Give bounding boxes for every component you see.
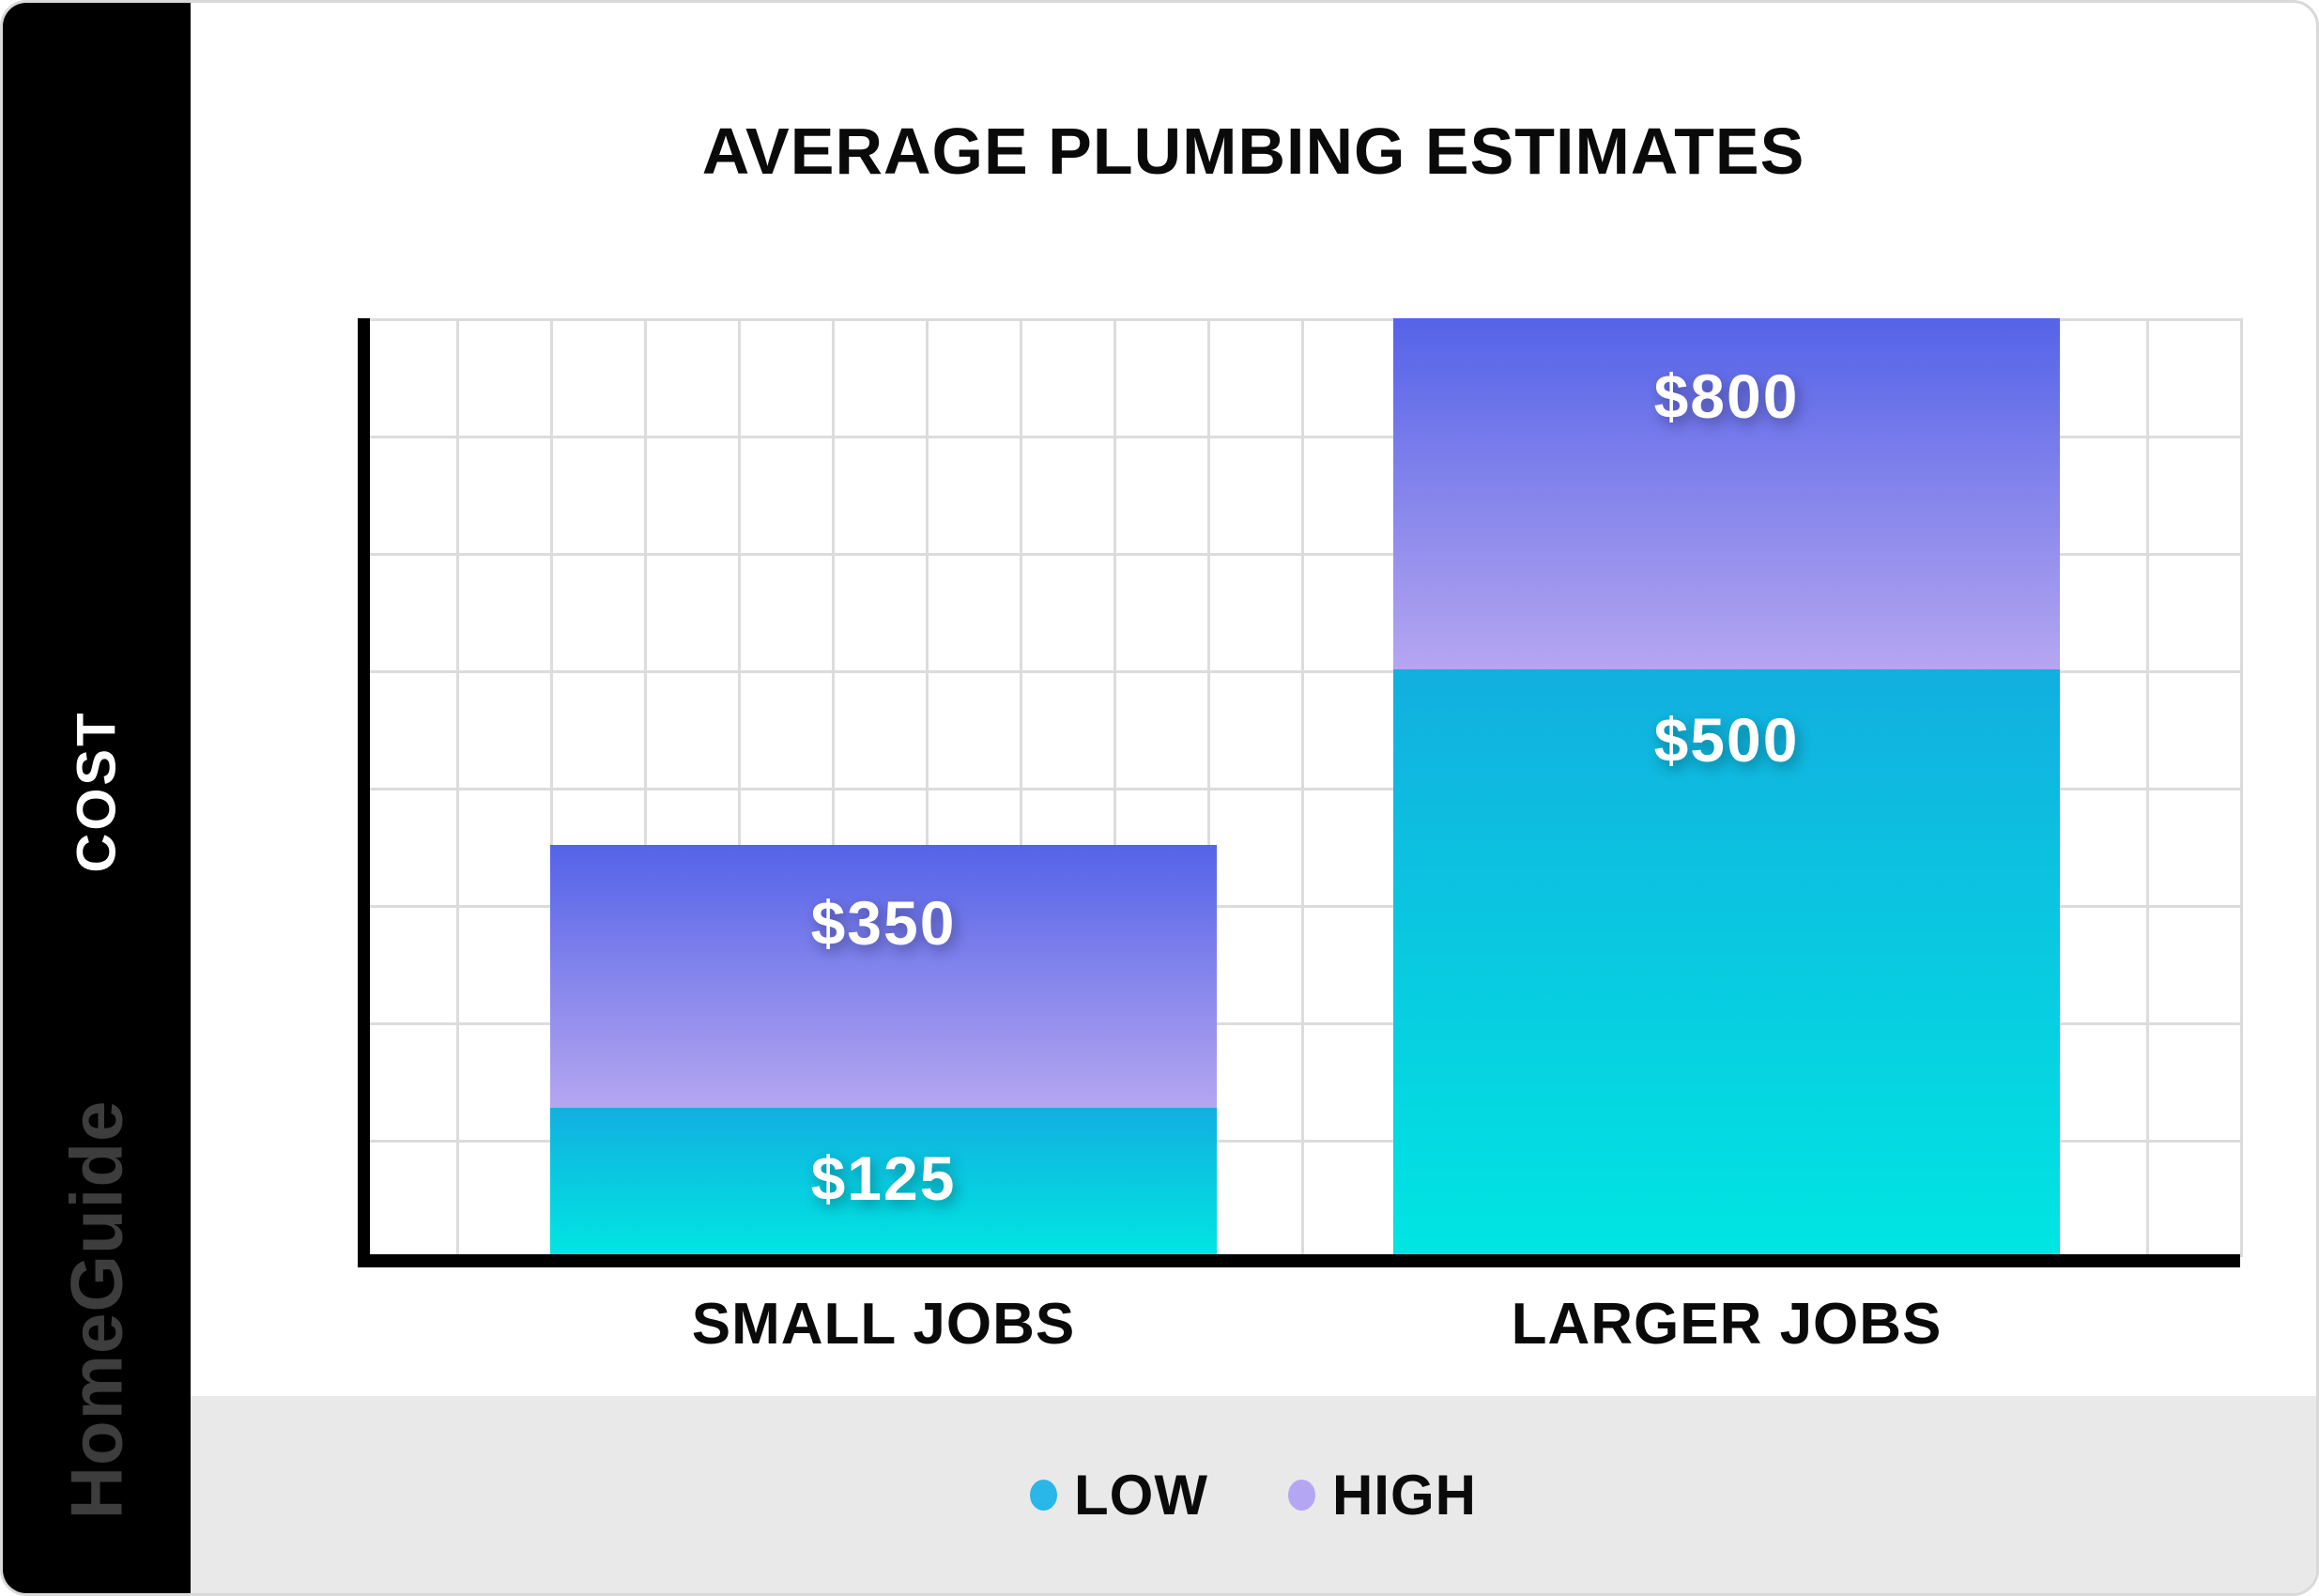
y-axis-title: COST <box>66 710 128 873</box>
y-axis-line <box>358 318 370 1267</box>
legend: LOW HIGH <box>1030 1463 1477 1527</box>
bar-0-low-value-label: $125 <box>810 1143 957 1214</box>
bar-0-high-segment: $350 <box>550 844 1217 1109</box>
bar-0-low-segment: $125 <box>550 1108 1217 1254</box>
bar-0-high-value-label: $350 <box>810 887 957 958</box>
bar-1-high-segment: $800 <box>1393 318 2060 669</box>
x-label-larger-jobs: LARGER JOBS <box>1511 1292 1943 1357</box>
brand-logo: HomeGuide <box>54 1099 138 1520</box>
bar-1-high-value-label: $800 <box>1653 361 1800 431</box>
low-dot-icon <box>1030 1479 1058 1511</box>
bar-1-low-value-label: $500 <box>1653 704 1800 775</box>
chart-title: AVERAGE PLUMBING ESTIMATES <box>701 115 1805 188</box>
legend-label-low: LOW <box>1074 1463 1208 1527</box>
legend-item-high: HIGH <box>1287 1463 1477 1527</box>
legend-footer: LOW HIGH <box>191 1396 2316 1593</box>
legend-item-low: LOW <box>1030 1463 1208 1527</box>
x-label-small-jobs: SMALL JOBS <box>691 1292 1076 1357</box>
x-axis-line <box>358 1254 2240 1267</box>
sidebar: COST HomeGuide <box>3 3 191 1593</box>
bar-1-low-segment: $500 <box>1393 668 2060 1254</box>
high-dot-icon <box>1287 1479 1315 1511</box>
legend-label-high: HIGH <box>1331 1463 1477 1527</box>
